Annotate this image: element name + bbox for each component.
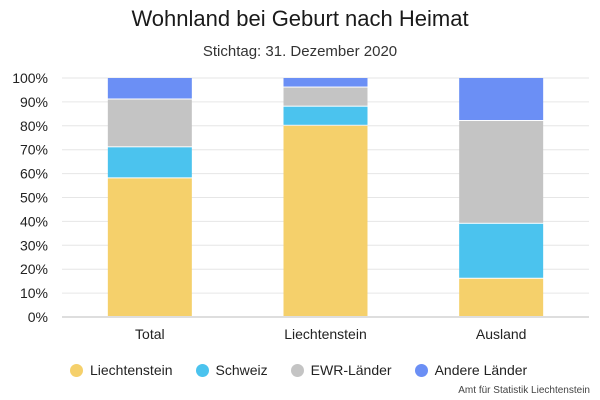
bar-segment xyxy=(283,78,368,87)
y-tick-label: 90% xyxy=(20,94,48,110)
x-tick-label: Liechtenstein xyxy=(284,326,367,342)
legend-item: Andere Länder xyxy=(414,362,528,378)
y-tick-label: 0% xyxy=(28,309,48,325)
legend-label: Liechtenstein xyxy=(90,362,173,378)
y-tick-label: 60% xyxy=(20,166,48,182)
legend-item: EWR-Länder xyxy=(290,362,392,378)
bar-segment xyxy=(459,278,544,316)
bar-segment xyxy=(107,147,192,178)
bar-segment xyxy=(107,99,192,147)
bar-segment xyxy=(459,121,544,223)
source-note: Amt für Statistik Liechtenstein xyxy=(458,385,590,396)
y-tick-label: 30% xyxy=(20,237,48,253)
legend-swatch xyxy=(195,363,209,377)
legend-swatch xyxy=(70,363,83,377)
bar-segment xyxy=(107,78,192,99)
y-tick-label: 70% xyxy=(20,142,48,158)
legend-swatch xyxy=(290,363,304,377)
y-axis-ticks: 0% 10% 20% 30% 40% 50% 60% 70% 80% 90% 100% xyxy=(12,70,48,325)
legend-label: EWR-Länder xyxy=(310,362,392,378)
bar-segment xyxy=(459,223,544,278)
y-tick-label: 50% xyxy=(20,190,48,206)
legend-item: Liechtenstein xyxy=(70,362,173,378)
legend-item: Schweiz xyxy=(195,362,268,378)
x-tick-label: Total xyxy=(135,326,165,342)
legend-swatch xyxy=(414,363,428,377)
y-tick-label: 40% xyxy=(20,213,48,229)
bar-segment xyxy=(459,78,544,121)
legend-label: Andere Länder xyxy=(434,362,528,378)
y-tick-label: 20% xyxy=(20,261,48,277)
bar-segment xyxy=(283,87,368,106)
chart-subtitle: Stichtag: 31. Dezember 2020 xyxy=(202,43,398,60)
y-tick-label: 10% xyxy=(20,285,48,301)
bar-segment xyxy=(283,125,368,316)
chart-title: Wohnland bei Geburt nach Heimat xyxy=(131,6,469,31)
bar-segment xyxy=(283,106,368,125)
y-tick-label: 100% xyxy=(12,70,48,86)
bar-segment xyxy=(107,178,192,316)
x-tick-label: Ausland xyxy=(476,326,527,342)
y-tick-label: 80% xyxy=(20,118,48,134)
bars xyxy=(107,78,544,316)
legend: Liechtenstein Schweiz EWR-Länder Andere Län… xyxy=(70,362,550,378)
legend-label: Schweiz xyxy=(215,362,268,378)
x-axis-ticks: Total Liechtenstein Ausland xyxy=(135,326,526,342)
